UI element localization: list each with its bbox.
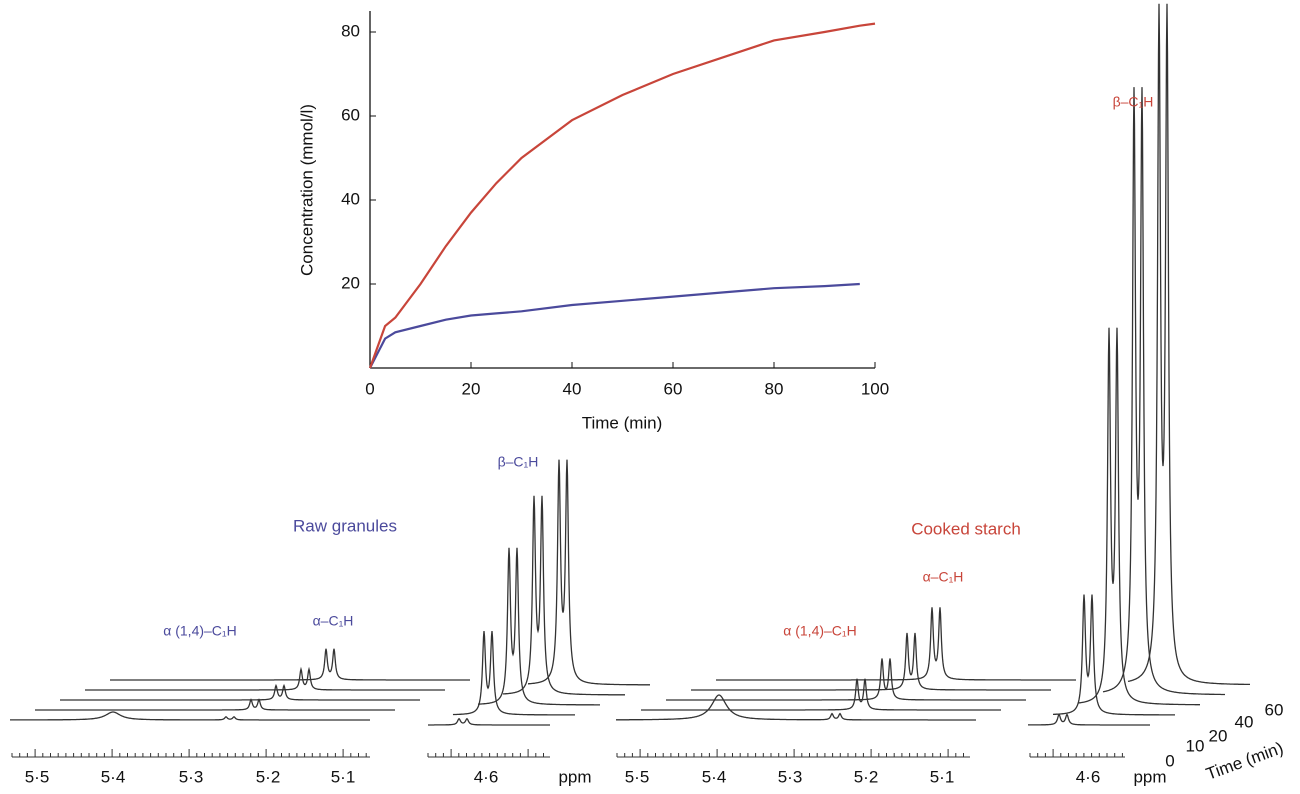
ppm-label: 5·4 [101, 767, 126, 786]
group-label: Cooked starch [911, 519, 1021, 538]
peak-label: α (1,4)–C₁H [783, 623, 857, 639]
time-label: 40 [1235, 712, 1254, 731]
peak-label: α (1,4)–C₁H [163, 623, 237, 639]
spectrum-trace [478, 547, 600, 706]
series-line [368, 22, 876, 369]
ppm-unit: ppm [558, 767, 591, 786]
spectra: 5·5 5·4 5·3 5·2 5·1 4·6 ppm 5·5 5·4 5·3 5·2 5·1 4·6 p… [10, 3, 1286, 786]
time-label: 10 [1186, 736, 1205, 755]
peak-label: β–C₁H [1113, 94, 1154, 110]
peak-label: α–C₁H [923, 569, 964, 585]
spectrum-trace [452, 631, 575, 716]
spectrum-trace [1078, 327, 1200, 706]
ppm-label: 5·1 [331, 767, 356, 786]
ppm-label: 5·3 [179, 767, 204, 786]
x-tick-label: 40 [563, 379, 582, 398]
time-label: 0 [1165, 751, 1174, 770]
ppm-label: 5·5 [625, 767, 650, 786]
x-tick-label: 80 [765, 379, 784, 398]
peak-label: β–C₁H [498, 454, 539, 470]
spectrum-trace [616, 694, 976, 721]
spectrum-trace [10, 711, 370, 721]
y-tick-label: 40 [341, 189, 360, 208]
spectrum-trace [85, 666, 445, 691]
spectrum-trace [35, 698, 395, 711]
y-tick-label: 80 [341, 21, 360, 40]
spectrum-trace [716, 607, 1076, 681]
spectrum-trace [502, 495, 625, 696]
spectrum-trace [528, 459, 650, 686]
x-tick-label: 0 [365, 379, 374, 398]
spectrum-trace [666, 658, 1026, 701]
ppm-label: 5·4 [702, 767, 727, 786]
spectrum-trace [1053, 594, 1175, 716]
spectrum-trace [1028, 713, 1150, 726]
peak-label: α–C₁H [313, 613, 354, 629]
y-tick-label: 60 [341, 105, 360, 124]
x-tick-label: 20 [462, 379, 481, 398]
y-axis-title: Concentration (mmol/l) [297, 104, 316, 276]
y-tick-label: 20 [341, 273, 360, 292]
series-line [369, 282, 860, 369]
ppm-unit: ppm [1133, 767, 1166, 786]
time-label: 60 [1265, 700, 1284, 719]
ppm-label: 5·1 [930, 767, 955, 786]
x-tick-label: 60 [664, 379, 683, 398]
spectrum-trace [691, 632, 1051, 691]
ppm-label: 4·6 [1076, 767, 1101, 786]
spectrum-trace [60, 683, 420, 701]
spectrum-trace [428, 717, 550, 726]
ppm-label: 5·2 [256, 767, 281, 786]
time-label: 20 [1209, 726, 1228, 745]
ppm-label: 4·6 [474, 767, 499, 786]
spectrum-trace [1127, 3, 1250, 686]
ppm-label: 5·5 [25, 767, 50, 786]
x-tick-label: 100 [861, 379, 889, 398]
group-label: Raw granules [293, 516, 397, 535]
spectrum-trace [110, 648, 470, 681]
spectrum-trace [641, 678, 1001, 711]
ppm-label: 5·3 [778, 767, 803, 786]
ppm-label: 5·2 [854, 767, 879, 786]
x-axis-title: Time (min) [582, 413, 663, 432]
